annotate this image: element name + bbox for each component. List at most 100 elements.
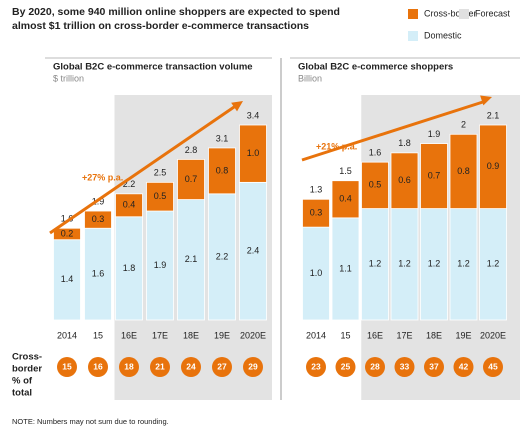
value-label: 0.5 [369,180,382,190]
bar-segment [361,161,389,209]
row-label: % of [12,376,33,387]
panel-subtitle: $ trillion [53,73,84,83]
value-label: 1.8 [123,263,136,273]
value-label: 0.5 [154,191,167,201]
bar-segment [53,239,81,321]
bar-segment [390,152,419,209]
bar-segment [390,208,419,321]
share-label: 16 [93,361,103,371]
arrow-head [231,101,243,112]
share-circle [394,357,415,377]
arrow-head [480,95,492,106]
share-circle [243,357,263,377]
x-tick-label: 19E [214,330,230,340]
total-label: 1.8 [398,138,411,148]
share-circle [57,357,77,377]
value-label: 1.1 [339,263,352,273]
bar-segment [53,227,81,241]
total-label: 1.6 [61,214,74,224]
bar-segment [420,143,448,209]
x-tick-label: 2020E [480,330,506,340]
panel-subtitle: Billion [298,73,322,83]
bar-segment [361,208,389,321]
share-label: 23 [311,361,321,371]
share-label: 27 [217,361,227,371]
share-circle [181,357,201,377]
total-label: 3.4 [247,110,260,120]
title-line-1: By 2020, some 940 million online shopper… [12,6,340,18]
share-label: 37 [429,361,439,371]
share-circle [119,357,139,377]
value-label: 0.4 [339,194,352,204]
bar-segment [177,159,205,200]
value-label: 1.6 [92,268,105,278]
row-label: total [12,388,32,399]
share-circle [483,357,503,377]
bar-segment [177,199,205,321]
bar-segment [84,210,112,229]
share-label: 18 [124,361,134,371]
bar-segment [239,181,267,321]
value-label: 0.6 [398,175,411,185]
value-label: 0.8 [457,166,470,176]
value-label: 2.2 [216,251,229,261]
legend-swatch [459,9,469,19]
value-label: 1.2 [487,259,500,269]
share-label: 24 [186,361,196,371]
value-label: 1.2 [428,259,441,269]
x-tick-label: 15 [340,330,350,340]
annotation: +21% p.a. [316,141,357,151]
share-circle [424,357,444,377]
row-label: Cross- [12,352,42,363]
legend-label: Cross-border [424,8,477,18]
total-label: 2 [461,120,466,130]
legend-swatch [408,9,418,19]
value-label: 1.2 [457,259,470,269]
x-tick-label: 17E [152,330,168,340]
share-circle [335,357,356,377]
value-label: 1.2 [398,259,411,269]
value-label: 0.2 [61,228,74,238]
annotation: +27% p.a. [82,172,123,182]
total-label: 1.5 [339,166,352,176]
share-label: 33 [400,361,410,371]
value-label: 1.4 [61,274,74,284]
x-tick-label: 18E [183,330,199,340]
bar-segment [115,216,143,321]
bar-segment [479,124,507,209]
x-tick-label: 2020E [240,330,266,340]
bar-segment [146,181,174,212]
share-label: 28 [370,361,380,371]
bar-segment [449,133,478,209]
x-tick-label: 2014 [57,330,77,340]
total-label: 2.2 [123,179,136,189]
x-tick-label: 18E [426,330,442,340]
value-label: 0.8 [216,165,229,175]
bar-segment [302,226,330,321]
share-circle [150,357,170,377]
value-label: 0.7 [428,170,441,180]
note: NOTE: Numbers may not sum due to roundin… [12,417,169,426]
total-label: 2.5 [154,168,167,178]
trend-arrow [49,103,238,235]
total-label: 3.1 [216,133,229,143]
share-circle [365,357,385,377]
row-label: border [12,364,42,375]
total-label: 1.3 [310,185,323,195]
bar-segment [208,193,236,321]
trend-arrow [301,99,487,162]
share-label: 42 [459,361,469,371]
share-label: 15 [62,361,72,371]
total-label: 1.9 [428,129,441,139]
panel-title: Global B2C e-commerce transaction volume [53,62,253,73]
share-label: 25 [341,361,351,371]
bar-segment [302,198,330,228]
legend-label: Forecast [475,8,511,18]
share-circle [212,357,232,377]
legend-swatch [408,31,418,41]
share-circle [306,357,326,377]
x-tick-label: 2014 [306,330,326,340]
value-label: 1.0 [310,268,323,278]
value-label: 2.4 [247,246,260,256]
